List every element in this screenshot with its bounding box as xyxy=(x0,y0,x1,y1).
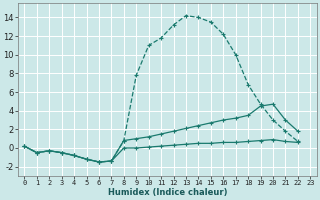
X-axis label: Humidex (Indice chaleur): Humidex (Indice chaleur) xyxy=(108,188,227,197)
